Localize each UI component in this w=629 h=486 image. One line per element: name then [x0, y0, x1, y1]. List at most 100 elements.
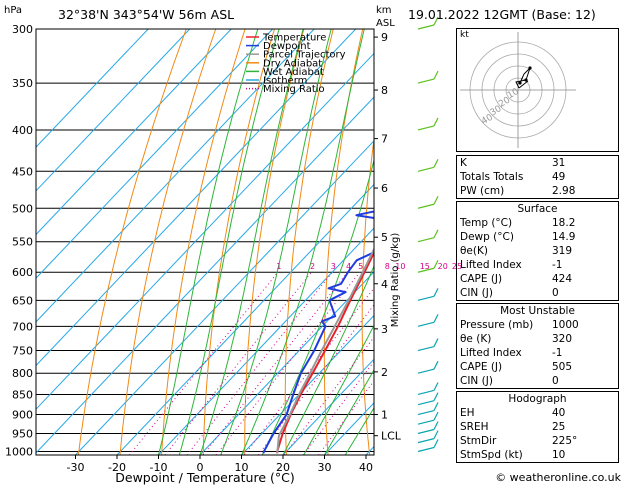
index-row: StmDir 225°: [457, 434, 618, 448]
index-label: CIN (J): [460, 287, 493, 299]
isotherm: [36, 29, 315, 323]
wet-adiabat: [303, 324, 374, 455]
index-value: 0: [552, 375, 559, 387]
legend-label: Dewpoint: [263, 41, 311, 52]
pressure-tick-700: 700: [12, 320, 33, 333]
wind-barb: [417, 125, 435, 131]
wind-barb: [417, 438, 435, 444]
legend-label: Wet Adiabat: [263, 67, 324, 78]
index-value: 320: [552, 333, 573, 345]
height-tick-label: 8: [381, 84, 388, 97]
index-label: θe (K): [460, 333, 492, 345]
mixing-ratio-label: 8: [385, 262, 390, 271]
pressure-unit-label: hPa: [4, 5, 22, 16]
index-label: SREH: [460, 421, 489, 433]
dry-adiabat: [244, 29, 305, 455]
x-axis-label: Dewpoint / Temperature (°C): [115, 470, 294, 485]
wind-barb: [417, 321, 435, 327]
height-unit-label-1: km: [376, 5, 392, 16]
index-row: CAPE (J) 505: [457, 360, 618, 374]
mixing-ratio-label: 20: [438, 262, 448, 271]
wind-barb-flag: [433, 288, 439, 297]
height-tick-label: 7: [381, 133, 388, 146]
pressure-tick-300: 300: [12, 23, 33, 36]
index-row: CAPE (J) 424: [457, 272, 618, 286]
height-tick-label: 5: [381, 231, 388, 244]
hodograph-point: [528, 66, 532, 70]
height-tick-label: 6: [381, 182, 388, 195]
pressure-tick-600: 600: [12, 266, 33, 279]
height-tick-label: 9: [381, 31, 388, 44]
wind-barb: [417, 389, 435, 396]
isotherm: [199, 271, 374, 455]
index-row: Lifted Index -1: [457, 258, 618, 272]
hodograph-title: Hodograph: [508, 393, 567, 405]
mixing-ratio-label: 4: [346, 262, 351, 271]
legend-label: Dry Adiabat: [263, 58, 322, 69]
wind-barb-flag: [433, 229, 439, 238]
index-value: 424: [552, 273, 573, 285]
isotherm: [36, 52, 374, 410]
isotherm: [36, 29, 191, 192]
wind-barb: [417, 368, 435, 374]
wind-barbs: [417, 16, 439, 453]
most-unstable-title: Most Unstable: [500, 305, 575, 317]
index-label: CAPE (J): [460, 273, 503, 285]
index-value: 49: [552, 171, 566, 183]
diagram-axes: 1 2 3 4 5 8 10 15 20 2530035040045050055060065070…: [5, 23, 462, 474]
mixing-ratio-label: 5: [358, 262, 363, 271]
index-label: Lifted Index: [460, 347, 522, 359]
wet-adiabat: [199, 29, 304, 455]
mixing-ratio-label: 2: [310, 262, 315, 271]
hodograph-point: [518, 81, 522, 85]
height-tick-label: LCL: [381, 430, 402, 443]
index-row: Lifted Index -1: [457, 346, 618, 360]
pressure-tick-750: 750: [12, 345, 33, 358]
wind-barb-flag: [433, 421, 439, 430]
hodograph-trace: [515, 67, 531, 89]
wind-barb-flag: [433, 439, 439, 448]
dry-adiabat: [323, 29, 364, 455]
temp-tick-label: 30: [318, 461, 332, 474]
index-label: Pressure (mb): [460, 319, 534, 331]
index-row: Totals Totals 49: [457, 170, 618, 184]
hodograph-box: Hodograph EH 40 SREH 25 StmDir 225° StmSpd (kt…: [456, 391, 619, 463]
height-tick-label: 2: [381, 366, 388, 379]
wind-barb: [417, 345, 435, 352]
wind-barb-flag: [433, 338, 439, 347]
height-unit-label-2: ASL: [376, 18, 395, 29]
hodograph-point: [524, 78, 528, 82]
index-label: Totals Totals: [460, 171, 524, 183]
height-tick-label: 3: [381, 323, 388, 336]
wind-barb-flag: [433, 16, 439, 26]
wind-barb-flag: [433, 159, 439, 168]
index-row: θe(K) 319: [457, 244, 618, 258]
isotherm: [241, 314, 374, 455]
wind-barb: [417, 295, 435, 301]
index-label: StmSpd (kt): [460, 449, 523, 461]
temp-tick-label: -10: [150, 461, 168, 474]
pressure-tick-350: 350: [12, 77, 33, 90]
wind-barb: [417, 78, 435, 84]
wind-barb-flag: [433, 195, 439, 205]
isotherm: [36, 96, 374, 454]
height-tick-label: 4: [381, 278, 388, 291]
indices-panel: K 31 Totals Totals 49 PW (cm) 2.98 Surface Te…: [456, 155, 619, 465]
mixing-ratio-line: [283, 336, 374, 455]
index-value: -1: [552, 259, 563, 271]
wind-barb-flag: [433, 259, 439, 269]
wind-barb-flag: [433, 360, 439, 370]
datetime-label: 19.01.2022 12GMT (Base: 12): [408, 7, 596, 22]
index-label: CAPE (J): [460, 361, 503, 373]
pressure-tick-650: 650: [12, 294, 33, 307]
isotherm: [36, 29, 232, 236]
mixing-ratio-label: 15: [420, 262, 430, 271]
index-row: StmSpd (kt) 10: [457, 448, 618, 462]
wind-barb: [417, 267, 435, 273]
index-value: 10: [552, 449, 566, 461]
mixing-ratio-line: [215, 271, 361, 455]
mixing-ratio-line: [257, 304, 374, 455]
wind-barb-flag: [433, 314, 439, 323]
